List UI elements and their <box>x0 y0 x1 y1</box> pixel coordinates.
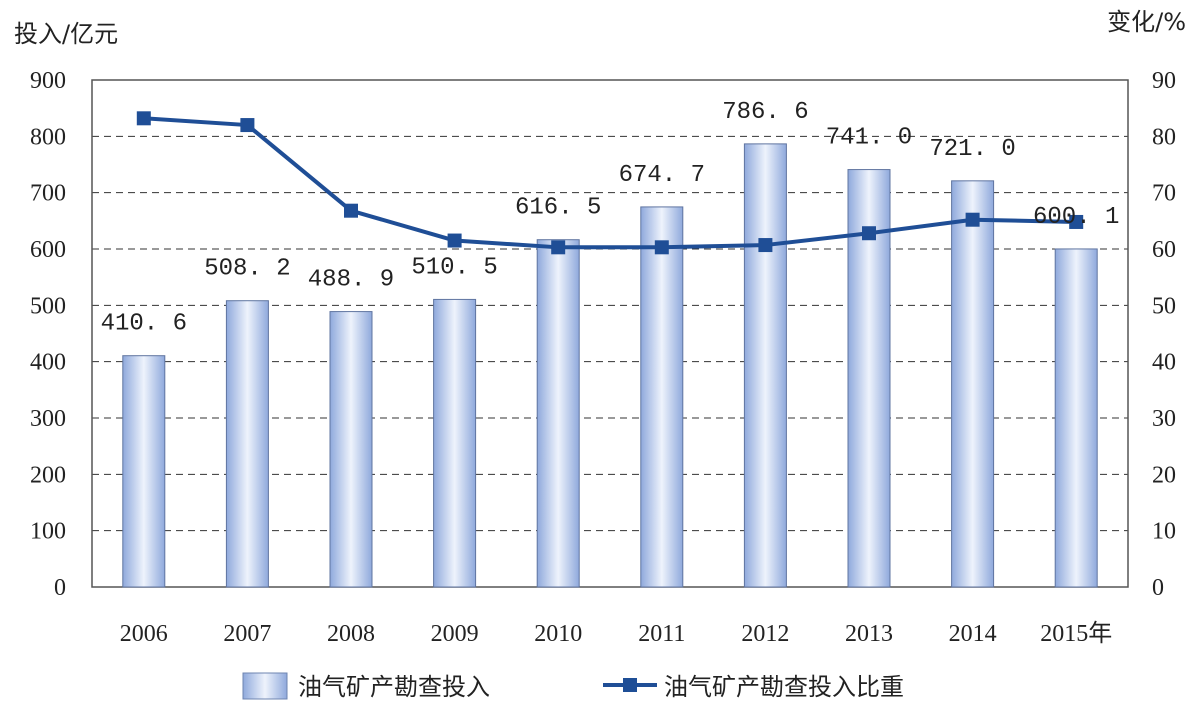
x-axis-ticks: 2006 2007 2008 2009 2010 2011 2012 2013 2014 2015… <box>120 620 1112 647</box>
data-labels: 410. 6 508. 2 488. 9 510. 5 616. 5 674. 7 786.… <box>101 99 1120 338</box>
line-point <box>240 118 255 133</box>
y2-tick-label: 0 <box>1152 575 1164 601</box>
x-tick-label: 2008 <box>327 621 375 647</box>
plot-frame <box>91 79 1129 588</box>
x-tick-label: 2009 <box>431 621 479 647</box>
series-line <box>143 116 1077 250</box>
y-axis-ticks: 0 100 200 300 400 500 600 700 800 900 <box>30 68 66 601</box>
y-tick-label: 600 <box>30 237 66 263</box>
bar <box>536 239 580 588</box>
y2-tick-label: 60 <box>1152 237 1176 263</box>
y2-tick-label: 70 <box>1152 181 1176 207</box>
bar <box>743 143 787 588</box>
y2-tick-label: 30 <box>1152 406 1176 432</box>
y-tick-label: 300 <box>30 406 66 432</box>
data-label: 510. 5 <box>411 254 497 281</box>
legend-line-label: 油气矿产勘查投入比重 <box>664 673 904 701</box>
x-tick-label: 2011 <box>638 621 685 647</box>
bar <box>1054 248 1098 588</box>
line-point <box>344 203 358 218</box>
y-axis-title: 投入/亿元 <box>14 20 118 48</box>
legend-line-marker <box>623 678 637 692</box>
data-label: 600. 1 <box>1033 204 1119 231</box>
y-tick-label: 0 <box>54 575 66 601</box>
y2-tick-label: 50 <box>1152 293 1176 319</box>
data-label: 488. 9 <box>308 267 394 294</box>
y-tick-label: 100 <box>30 519 66 545</box>
y2-tick-label: 20 <box>1152 462 1176 488</box>
line-point <box>1069 214 1084 229</box>
y-tick-label: 800 <box>30 124 66 150</box>
y2-tick-label: 90 <box>1152 68 1176 94</box>
line-point <box>965 212 980 227</box>
y-tick-label: 500 <box>30 293 66 319</box>
line-point <box>551 240 566 255</box>
x-tick-label: 2006 <box>120 621 168 647</box>
data-label: 674. 7 <box>619 162 705 189</box>
x-tick-label: 2014 <box>949 621 997 647</box>
bar <box>225 300 269 588</box>
line-point <box>654 240 669 255</box>
data-label: 786. 6 <box>722 99 808 126</box>
data-label: 721. 0 <box>929 136 1015 163</box>
line-point <box>862 226 876 241</box>
bar <box>433 298 477 588</box>
legend-bar-swatch <box>242 672 288 700</box>
data-label: 616. 5 <box>515 195 601 222</box>
data-label: 410. 6 <box>101 311 187 338</box>
x-tick-label: 2007 <box>223 621 271 647</box>
bar <box>122 355 166 588</box>
line-point <box>136 111 151 126</box>
y2-tick-label: 80 <box>1152 124 1176 150</box>
y-tick-label: 200 <box>30 462 66 488</box>
legend: 油气矿产勘查投入 油气矿产勘查投入比重 <box>242 672 904 701</box>
y2-tick-label: 10 <box>1152 519 1176 545</box>
x-tick-label: 2013 <box>845 621 893 647</box>
line-series <box>136 111 1084 255</box>
bar <box>951 180 995 588</box>
bar <box>329 311 373 588</box>
y-tick-label: 700 <box>30 181 66 207</box>
legend-bar-label: 油气矿产勘查投入 <box>298 673 490 701</box>
x-tick-label: 2015年 <box>1040 620 1112 647</box>
y-tick-label: 400 <box>30 350 66 376</box>
x-tick-label: 2010 <box>534 621 582 647</box>
line-point <box>447 233 462 248</box>
bar-series <box>122 143 1098 588</box>
y2-axis-title: 变化/% <box>1107 8 1186 36</box>
data-label: 741. 0 <box>826 125 912 152</box>
data-label: 508. 2 <box>204 256 290 283</box>
y2-axis-ticks: 0 10 20 30 40 50 60 70 80 90 <box>1152 68 1176 601</box>
y-tick-label: 900 <box>30 68 66 94</box>
y2-tick-label: 40 <box>1152 350 1176 376</box>
x-tick-label: 2012 <box>741 621 789 647</box>
bar <box>640 206 684 588</box>
line-point <box>758 238 773 253</box>
